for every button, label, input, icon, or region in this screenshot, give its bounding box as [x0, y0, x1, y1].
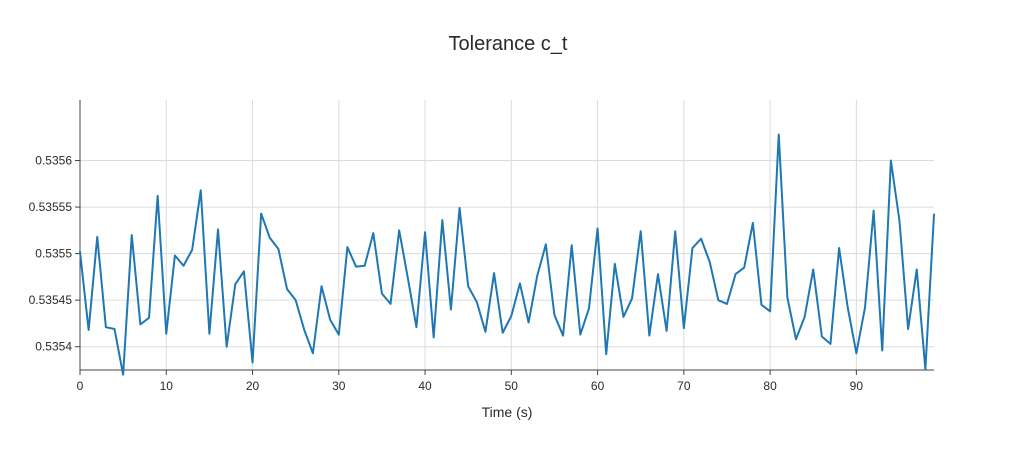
x-tick-label: 30 — [332, 379, 346, 393]
x-tick-label: 50 — [505, 379, 519, 393]
y-tick-label: 0.5355 — [35, 247, 72, 261]
series-line — [79, 133, 935, 376]
x-tick-label: 60 — [591, 379, 605, 393]
x-tick-label: 20 — [246, 379, 260, 393]
y-tick-label: 0.53555 — [29, 200, 73, 214]
axes-layer — [79, 100, 934, 371]
x-tick-label: 10 — [160, 379, 174, 393]
y-tick-label: 0.5356 — [35, 154, 72, 168]
x-tick-label: 90 — [850, 379, 864, 393]
series-layer — [79, 133, 935, 376]
x-tick-label: 0 — [77, 379, 84, 393]
y-tick-label: 0.53545 — [29, 293, 73, 307]
x-tick-label: 70 — [677, 379, 691, 393]
chart-title: Tolerance c_t — [449, 33, 568, 55]
ticks-layer: 0 10 20 30 40 50 60 70 80 90 0.5354 0.53545 0.5355 0.… — [29, 154, 864, 393]
x-axis-label: Time (s) — [482, 404, 533, 420]
grid-layer — [80, 100, 934, 370]
y-tick-label: 0.5354 — [35, 340, 72, 354]
x-tick-label: 80 — [763, 379, 777, 393]
x-tick-label: 40 — [418, 379, 432, 393]
